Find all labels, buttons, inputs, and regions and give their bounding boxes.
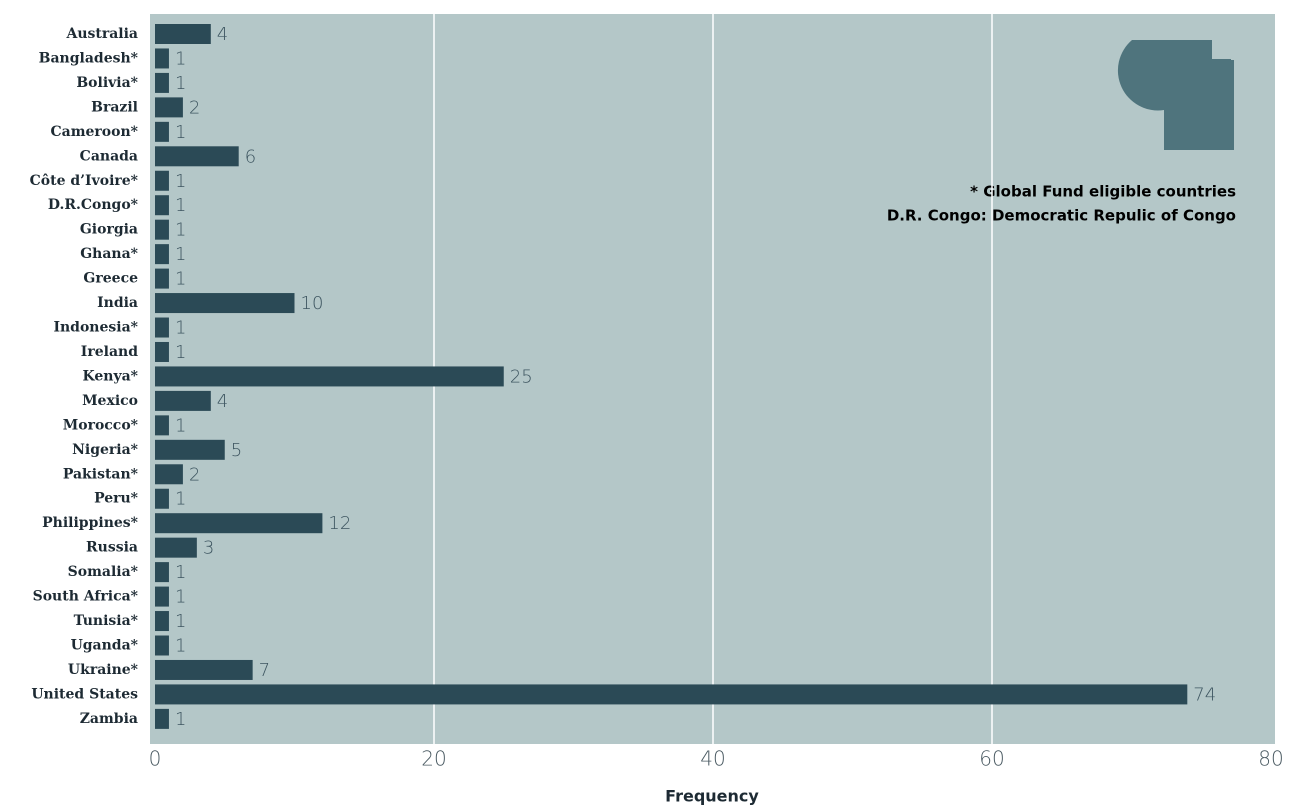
value-label: 4 (217, 391, 228, 412)
value-label: 5 (231, 440, 242, 461)
y-tick-label: South Africa* (33, 589, 139, 605)
bar (155, 611, 169, 632)
y-tick-label: Russia (86, 540, 138, 556)
value-label: 12 (328, 513, 351, 534)
bar (155, 244, 169, 265)
value-label: 2 (189, 464, 200, 485)
bar (155, 562, 169, 583)
bar (155, 390, 211, 411)
y-tick-label: United States (31, 686, 138, 702)
value-label: 1 (175, 587, 186, 608)
y-tick-label: India (97, 295, 138, 311)
bar (155, 366, 504, 387)
y-tick-label: Ukraine* (68, 662, 139, 678)
value-label: 2 (189, 97, 200, 118)
x-tick-label: 40 (700, 747, 725, 771)
value-label: 1 (175, 342, 186, 363)
bar (155, 684, 1188, 705)
y-tick-label: Ghana* (80, 246, 138, 262)
value-label: 25 (510, 366, 533, 387)
y-tick-label: Ireland (81, 344, 138, 360)
y-tick-label: Indonesia* (53, 320, 138, 336)
value-label: 10 (301, 293, 324, 314)
value-label: 6 (245, 146, 256, 167)
value-label: 1 (175, 73, 186, 94)
y-tick-label: Peru* (94, 491, 139, 507)
x-tick-label: 60 (979, 747, 1004, 771)
bar (155, 293, 295, 314)
bar (155, 72, 169, 93)
y-tick-label: Philippines* (42, 515, 139, 531)
y-tick-label: Brazil (91, 99, 138, 115)
value-label: 1 (175, 489, 186, 510)
value-label: 1 (175, 709, 186, 730)
bar (155, 195, 169, 216)
bar (155, 464, 183, 485)
y-tick-label: Kenya* (83, 368, 139, 384)
bar (155, 268, 169, 289)
y-tick-label: Bolivia* (76, 75, 138, 91)
value-label: 4 (217, 24, 228, 45)
value-label: 1 (175, 636, 186, 657)
bar (155, 219, 169, 240)
bar (155, 97, 183, 118)
y-tick-label: Côte d’Ivoire* (30, 173, 139, 189)
y-tick-label: Mexico (82, 393, 138, 409)
x-tick-label: 0 (149, 747, 162, 771)
bar (155, 341, 169, 362)
y-tick-label: Cameroon* (51, 124, 139, 140)
bar (155, 317, 169, 338)
bar (155, 708, 169, 729)
value-label: 1 (175, 171, 186, 192)
value-label: 1 (175, 611, 186, 632)
value-label: 1 (175, 220, 186, 241)
y-tick-label: D.R.Congo* (48, 197, 139, 213)
bar (155, 659, 253, 680)
bar (155, 146, 239, 167)
bar (155, 635, 169, 656)
annotation: * Global Fund eligible countries (970, 183, 1236, 201)
y-tick-label: Canada (80, 148, 138, 164)
value-label: 1 (175, 415, 186, 436)
value-label: 1 (175, 122, 186, 143)
value-label: 1 (175, 48, 186, 69)
bar (155, 415, 169, 436)
value-label: 7 (259, 660, 270, 681)
y-tick-label: Morocco* (63, 417, 139, 433)
x-tick-label: 20 (421, 747, 446, 771)
bar (155, 48, 169, 69)
y-tick-label: Nigeria* (72, 442, 139, 458)
y-tick-label: Giorgia (80, 222, 138, 238)
value-label: 1 (175, 562, 186, 583)
y-tick-label: Australia (65, 26, 138, 42)
y-tick-label: Somalia* (68, 564, 139, 580)
value-label: 1 (175, 195, 186, 216)
value-label: 74 (1193, 684, 1216, 705)
y-tick-label: Pakistan* (63, 466, 139, 482)
y-tick-label: Tunisia* (74, 613, 139, 629)
y-tick-label: Uganda* (71, 638, 139, 654)
y-tick-label: Zambia (80, 711, 138, 727)
value-label: 1 (175, 318, 186, 339)
bar (155, 439, 225, 460)
value-label: 1 (175, 244, 186, 265)
bar (155, 488, 169, 509)
bar (155, 24, 211, 44)
y-tick-label: Greece (83, 271, 138, 287)
x-tick-label: 80 (1258, 747, 1283, 771)
bar (155, 537, 197, 558)
bar (155, 170, 169, 191)
value-label: 3 (203, 538, 214, 559)
bar (155, 513, 323, 534)
value-label: 1 (175, 269, 186, 290)
y-tick-label: Bangladesh* (39, 50, 139, 66)
bar (155, 586, 169, 607)
bar (155, 121, 169, 142)
icon (1117, 40, 1234, 150)
annotation: D.R. Congo: Democratic Repulic of Congo (887, 207, 1236, 225)
x-axis-label: Frequency (665, 787, 759, 806)
